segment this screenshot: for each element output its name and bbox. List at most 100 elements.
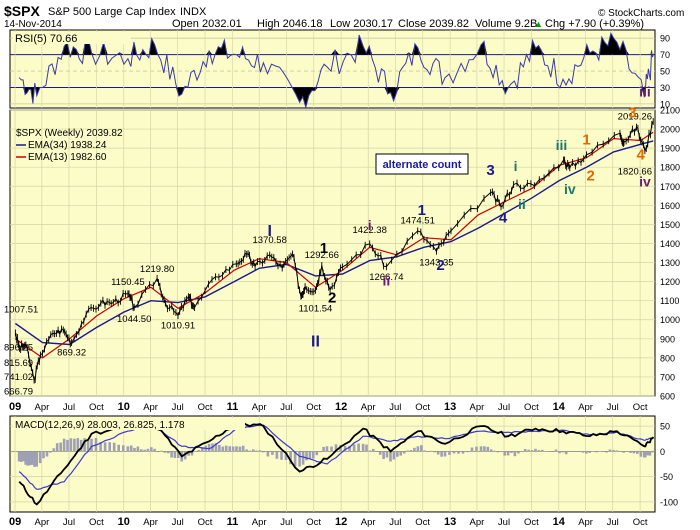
macd-histogram-bar <box>117 444 120 452</box>
price-y-tick-label: 1700 <box>660 182 680 192</box>
macd-histogram-bar <box>375 451 379 452</box>
macd-histogram-bar <box>636 451 639 454</box>
x-axis-label: Apr <box>35 402 50 413</box>
x-axis-label: Jul <box>498 402 510 413</box>
wave-label: 4 <box>499 210 508 227</box>
wave-label: i <box>368 217 372 233</box>
macd-histogram-bar <box>352 444 356 452</box>
price-annotation: 1007.51 <box>4 304 38 315</box>
x-axis-label: 09 <box>9 516 21 528</box>
exchange: INDX <box>180 6 207 18</box>
macd-histogram-bar <box>201 447 204 452</box>
macd-histogram-bar <box>500 451 503 452</box>
macd-histogram-bar <box>177 451 180 458</box>
price-annotation: 1474.51 <box>401 215 435 226</box>
x-axis-label: 12 <box>335 401 347 413</box>
wave-label: 2 <box>328 290 336 307</box>
price-annotation: 1292.66 <box>305 250 339 261</box>
wave-label: 2 <box>587 168 595 185</box>
macd-histogram-bar <box>17 451 21 462</box>
macd-histogram-bar <box>35 451 38 467</box>
price-annotation: 869.32 <box>57 348 86 359</box>
macd-histogram-bar <box>534 448 537 452</box>
macd-histogram-bar <box>598 451 602 452</box>
macd-histogram-bar <box>639 451 643 457</box>
macd-histogram-bar <box>554 449 558 452</box>
macd-panel-bg <box>9 415 656 513</box>
macd-histogram-bar <box>399 451 402 456</box>
macd-histogram-bar <box>255 450 258 452</box>
x-axis-label: 11 <box>227 401 239 413</box>
wave-label: i <box>514 158 518 174</box>
macd-histogram-bar <box>150 447 153 452</box>
macd-histogram-bar <box>271 451 274 455</box>
change-readout: Chg +7.90 (+0.39%) <box>545 18 644 30</box>
macd-histogram-bar <box>506 451 510 456</box>
macd-histogram-bar <box>632 451 636 454</box>
macd-histogram-bar <box>280 451 283 460</box>
macd-histogram-bar <box>612 450 615 452</box>
macd-histogram-bar <box>378 451 382 455</box>
macd-histogram-bar <box>615 450 619 452</box>
macd-histogram-bar <box>651 451 654 453</box>
macd-histogram-bar <box>218 445 221 452</box>
macd-histogram-bar <box>561 451 565 453</box>
price-y-tick-label: 800 <box>660 353 675 363</box>
wave-label: ii <box>383 272 391 288</box>
macd-histogram-bar <box>365 444 368 452</box>
macd-histogram-bar <box>325 446 329 452</box>
macd-histogram-bar <box>530 450 534 452</box>
macd-histogram-bar <box>330 446 333 452</box>
macd-histogram-bar <box>475 446 478 452</box>
rsi-y-tick-label: 90 <box>660 34 670 44</box>
macd-histogram-bar <box>305 451 308 461</box>
macd-histogram-bar <box>194 450 197 452</box>
macd-histogram-bar <box>396 451 399 457</box>
macd-histogram-bar <box>622 451 625 453</box>
macd-histogram-bar <box>103 442 107 452</box>
x-axis-label: 11 <box>227 516 239 528</box>
close-readout: Close 2039.82 <box>398 18 469 30</box>
macd-histogram-bar <box>90 438 93 452</box>
macd-histogram-bar <box>426 451 430 452</box>
macd-histogram-bar <box>99 441 102 452</box>
macd-histogram-bar <box>31 451 34 465</box>
x-axis-label: Apr <box>35 517 50 528</box>
macd-histogram-bar <box>33 451 36 467</box>
macd-histogram-bar <box>298 451 301 467</box>
macd-signal-line <box>18 424 654 490</box>
macd-histogram-bar <box>231 446 235 452</box>
price-annotation: 1010.91 <box>161 321 195 332</box>
macd-y-ticks: -100 -50 0 50 <box>660 422 678 508</box>
macd-histogram-bar <box>652 450 655 452</box>
price-y-tick-label: 1900 <box>660 144 680 154</box>
x-axis-label: Apr <box>470 517 485 528</box>
macd-histogram-bar <box>69 438 73 452</box>
macd-histogram-bar <box>235 446 238 452</box>
macd-histogram-bar <box>160 450 163 452</box>
macd-histogram-bar <box>625 451 629 452</box>
x-axis-label: Jul <box>172 517 184 528</box>
macd-histogram-bar <box>581 451 585 453</box>
x-axis-label: Oct <box>633 517 648 528</box>
x-axis-label: Jul <box>498 517 510 528</box>
price-y-tick-label: 1600 <box>660 201 680 211</box>
ema34-line <box>14 140 654 346</box>
wave-label: I <box>267 223 271 240</box>
macd-label: MACD(12,26,9) 28.003, 26.825, 1.178 <box>15 420 185 431</box>
macd-histogram-bar <box>517 451 520 454</box>
index-name: S&P 500 Large Cap Index <box>48 6 176 18</box>
macd-y-tick-label: -100 <box>660 497 678 507</box>
macd-panel: -100 -50 0 50 MACD(12,26,9) 28.003, 26.825,… <box>9 415 678 513</box>
wave-label: iv <box>639 173 651 189</box>
rsi-panel: 10 30 50 70 90 RSI(5) 70.66 <box>9 29 670 109</box>
price-annotation: 666.79 <box>4 386 33 397</box>
macd-histogram-bar <box>24 451 27 465</box>
macd-histogram-bar <box>457 451 460 454</box>
macd-histogram-bar <box>66 439 69 452</box>
x-axis-label: Oct <box>306 517 321 528</box>
watermark: © StockCharts.com <box>598 8 684 19</box>
macd-histogram-bar <box>585 451 588 454</box>
macd-histogram-bar <box>28 451 32 466</box>
macd-histogram-bar <box>156 451 160 453</box>
